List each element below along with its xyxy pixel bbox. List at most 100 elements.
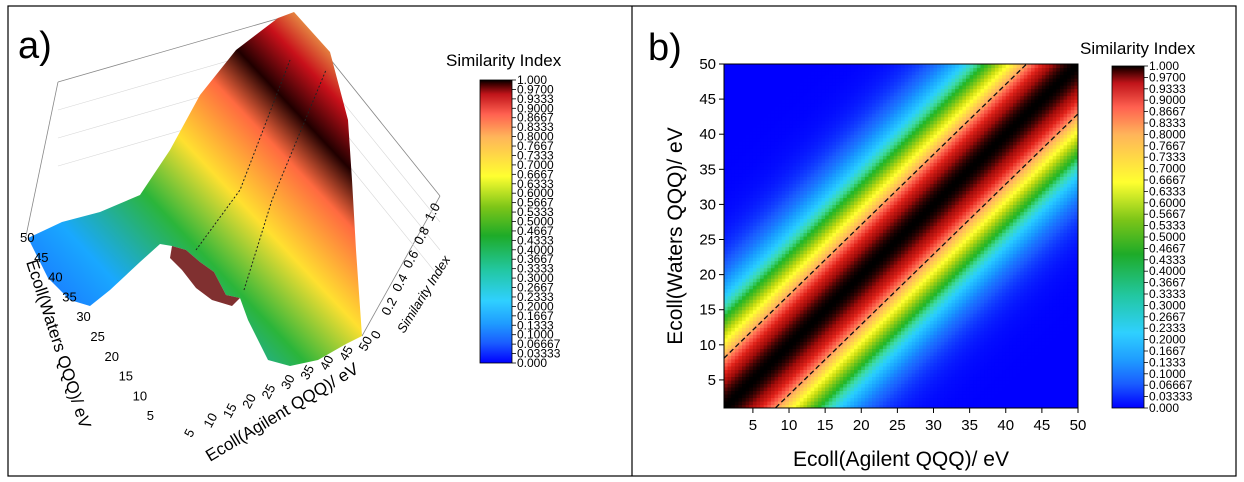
heatmap-cell — [872, 365, 877, 370]
heatmap-cell — [825, 88, 830, 93]
heatmap-cell — [868, 334, 873, 339]
heatmap-cell — [799, 250, 805, 255]
heatmap-cell — [817, 162, 823, 167]
heatmap-cell — [854, 323, 859, 328]
heatmap-cell — [857, 264, 862, 269]
heatmap-cell — [843, 85, 848, 90]
heatmap-cell — [792, 264, 797, 269]
heatmap-cell — [814, 67, 819, 72]
heatmap-cell — [897, 64, 902, 69]
heatmap-cell — [875, 99, 880, 104]
heatmap-cell — [789, 365, 794, 370]
heatmap-cell — [752, 358, 758, 363]
heatmap-cell — [738, 383, 743, 388]
heatmap-cell — [742, 172, 747, 177]
heatmap-cell — [789, 285, 794, 290]
heatmap-cell — [731, 64, 736, 69]
heatmap-cell — [872, 127, 877, 132]
heatmap-cell — [792, 404, 797, 408]
heatmap-cell — [843, 327, 848, 332]
heatmap-cell — [814, 71, 819, 76]
heatmap-cell — [745, 260, 750, 265]
heatmap-cell — [832, 130, 837, 135]
heatmap-cell — [752, 176, 758, 181]
heatmap-cell — [749, 109, 754, 114]
heatmap-cell — [727, 239, 732, 244]
heatmap-cell — [861, 397, 866, 402]
heatmap-cell — [803, 144, 808, 149]
heatmap-cell — [789, 386, 794, 392]
heatmap-cell — [886, 207, 891, 213]
heatmap-cell — [897, 334, 902, 339]
heatmap-cell — [854, 390, 859, 395]
heatmap-cell — [727, 334, 732, 339]
heatmap-cell — [864, 383, 870, 388]
heatmap-cell — [897, 228, 902, 234]
heatmap-cell — [857, 127, 862, 132]
heatmap-cell — [864, 165, 870, 170]
heatmap-cell — [749, 183, 754, 188]
heatmap-cell — [738, 92, 743, 97]
heatmap-cell — [890, 246, 895, 251]
heatmap-cell — [832, 320, 837, 325]
heatmap-cell — [799, 383, 805, 388]
heatmap-cell — [897, 183, 902, 188]
heatmap-cell — [828, 260, 833, 265]
heatmap-cell — [756, 390, 761, 395]
heatmap-cell — [868, 236, 873, 241]
heatmap-cell — [864, 130, 870, 135]
heatmap-cell — [893, 78, 898, 83]
heatmap-cell — [839, 78, 844, 83]
heatmap-cell — [897, 211, 902, 216]
heatmap-cell — [821, 211, 826, 216]
heatmap-cell — [752, 214, 758, 220]
heatmap-cell — [807, 299, 812, 304]
heatmap-cell — [810, 397, 815, 402]
heatmap-cell — [828, 271, 833, 276]
heatmap-cell — [731, 144, 736, 149]
heatmap-cell — [864, 243, 870, 248]
heatmap-cell — [854, 81, 859, 86]
heatmap-cell — [821, 327, 826, 332]
heatmap-cell — [760, 169, 765, 174]
heatmap-cell — [832, 221, 837, 227]
heatmap-cell — [897, 99, 902, 104]
heatmap-cell — [807, 221, 812, 227]
heatmap-cell — [868, 148, 873, 153]
heatmap-cell — [854, 250, 859, 255]
heatmap-cell — [882, 351, 888, 356]
heatmap-cell — [760, 232, 765, 237]
heatmap-cell — [821, 218, 826, 223]
heatmap-cell — [890, 99, 895, 104]
heatmap-cell — [843, 341, 848, 346]
heatmap-cell — [785, 88, 790, 93]
heatmap-cell — [901, 323, 906, 328]
heatmap-cell — [828, 372, 833, 378]
heatmap-cell — [727, 78, 732, 83]
heatmap-cell — [817, 246, 823, 251]
heatmap-cell — [763, 236, 768, 241]
heatmap-cell — [872, 397, 877, 402]
heatmap-cell — [770, 320, 776, 325]
heatmap-cell — [854, 148, 859, 153]
heatmap-cell — [843, 253, 848, 258]
heatmap-cell — [832, 386, 837, 392]
heatmap-cell — [767, 190, 772, 195]
heatmap-cell — [893, 81, 898, 86]
heatmap-cell — [770, 144, 776, 149]
heatmap-cell — [890, 197, 895, 202]
heatmap-cell — [803, 204, 808, 209]
heatmap-cell — [742, 386, 747, 392]
heatmap-cell — [745, 393, 750, 399]
heatmap-cell — [803, 193, 808, 198]
heatmap-cell — [879, 172, 884, 177]
heatmap-cell — [789, 169, 794, 174]
heatmap-cell — [738, 193, 743, 198]
heatmap-cell — [792, 95, 797, 100]
heatmap-cell — [901, 306, 906, 311]
heatmap-cell — [738, 337, 743, 342]
heatmap-cell — [756, 214, 761, 220]
heatmap-cell — [868, 78, 873, 83]
heatmap-cell — [835, 281, 841, 286]
heatmap-cell — [763, 309, 768, 314]
